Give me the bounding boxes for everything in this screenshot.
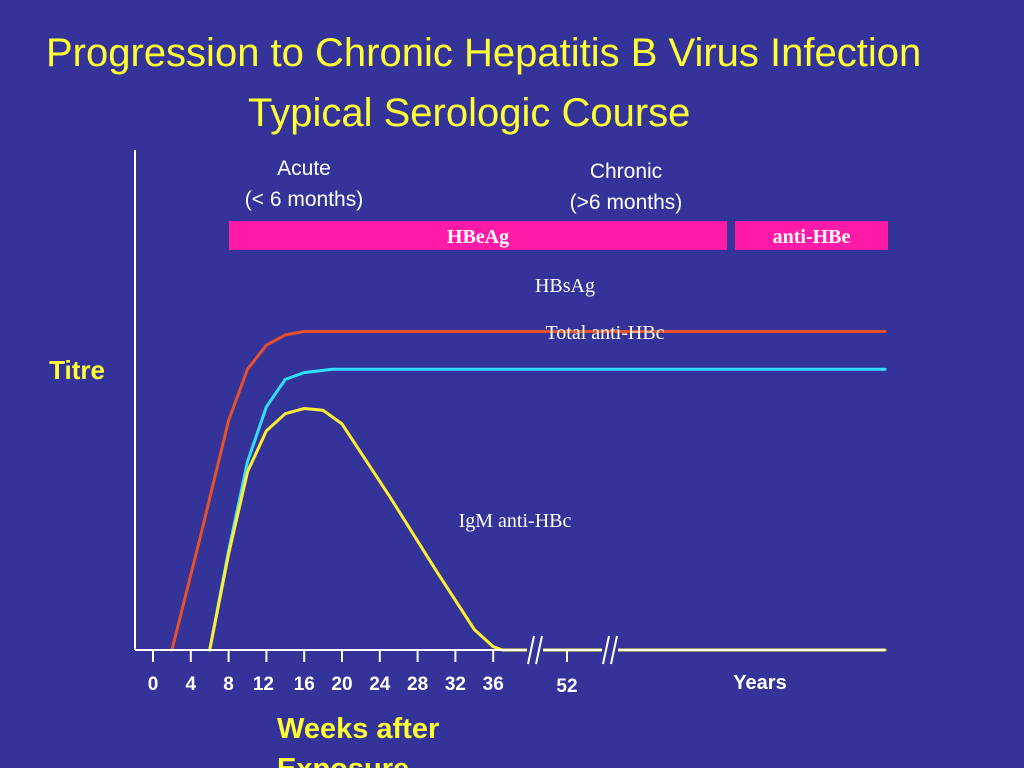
phase-label-0: Acute: [277, 157, 331, 180]
bar-hbeag: [229, 221, 727, 250]
axis-break-gap-1: [602, 640, 618, 660]
phase-label-1: Chronic: [590, 160, 662, 183]
axis-break-mark-0b: [535, 635, 543, 665]
x-tick-label-9: 36: [483, 674, 504, 695]
x-tick-label-0: 0: [148, 674, 159, 695]
x-tick-label-4: 16: [294, 674, 315, 695]
series-label-0: HBsAg: [535, 275, 595, 297]
x-tick-label-7: 28: [407, 674, 428, 695]
y-axis-label: Titre: [49, 355, 105, 385]
years-label: Years: [733, 672, 786, 694]
series-label-2: IgM anti-HBc: [459, 510, 572, 532]
bar-label-0: HBeAg: [447, 226, 509, 248]
axis-break-mark-0a: [527, 635, 535, 665]
bar-anti-hbe: [735, 221, 888, 250]
x-tick-label-6: 24: [369, 674, 391, 695]
series-label-1: Total anti-HBc: [545, 322, 664, 344]
chart-title: Progression to Chronic Hepatitis B Virus…: [46, 31, 922, 75]
axis-break-mark-1b: [610, 635, 618, 665]
axis-break-gap-0: [527, 640, 543, 660]
axis-break-mark-1a: [602, 635, 610, 665]
x-axis-label-line-2: Exposure: [277, 753, 409, 768]
bar-label-1: anti-HBe: [773, 226, 851, 248]
series-line-hbsag: [170, 330, 887, 652]
x-tick-label-8: 32: [445, 674, 466, 695]
series-line-igm-anti-hbc: [208, 407, 887, 652]
phase-sublabel-1: (>6 months): [570, 191, 683, 214]
phase-sublabel-0: (< 6 months): [245, 188, 363, 211]
x-axis-label-line-1: Weeks after: [277, 713, 439, 745]
x-tick-label-5: 20: [331, 674, 352, 695]
x-tick-label-3: 12: [253, 674, 274, 695]
x-tick-label-2: 8: [223, 674, 234, 695]
x-tick-label-1: 4: [186, 674, 197, 695]
chart-subtitle: Typical Serologic Course: [248, 91, 691, 135]
x-tick-label-10: 52: [556, 676, 577, 697]
